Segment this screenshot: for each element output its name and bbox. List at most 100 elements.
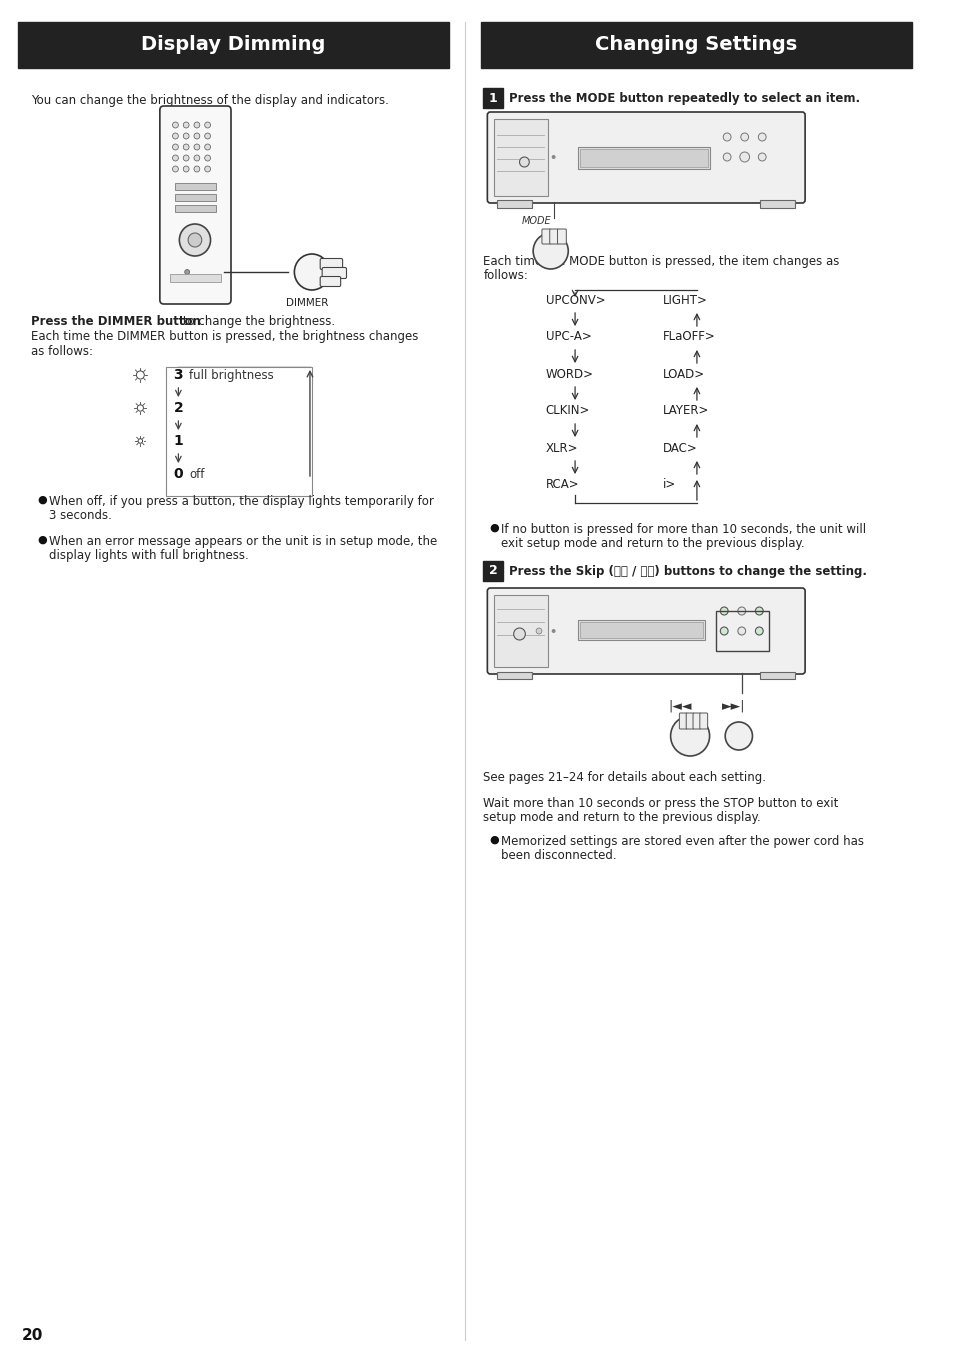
Circle shape	[205, 134, 211, 139]
FancyBboxPatch shape	[322, 267, 346, 278]
Bar	[578, 620, 704, 640]
Text: full brightness: full brightness	[189, 369, 274, 382]
Text: DAC>: DAC>	[662, 441, 697, 455]
Circle shape	[193, 122, 199, 128]
Text: follows:: follows:	[483, 269, 528, 282]
FancyBboxPatch shape	[320, 258, 342, 270]
FancyBboxPatch shape	[487, 112, 804, 202]
Circle shape	[172, 134, 178, 139]
Text: FLaOFF>: FLaOFF>	[662, 331, 715, 343]
Circle shape	[755, 626, 762, 634]
Bar	[166, 367, 312, 495]
Bar	[760, 672, 795, 679]
Text: UPC-A>: UPC-A>	[545, 331, 591, 343]
Bar	[497, 672, 532, 679]
Text: 1: 1	[488, 92, 497, 104]
Text: as follows:: as follows:	[31, 346, 93, 358]
Bar	[175, 205, 216, 212]
Text: 2: 2	[173, 401, 183, 414]
Bar	[579, 148, 707, 167]
Circle shape	[183, 134, 189, 139]
Circle shape	[183, 155, 189, 161]
Circle shape	[193, 166, 199, 171]
Bar	[17, 22, 449, 68]
Text: You can change the brightness of the display and indicators.: You can change the brightness of the dis…	[31, 95, 389, 107]
Text: WORD>: WORD>	[545, 367, 593, 381]
Text: If no button is pressed for more than 10 seconds, the unit will: If no button is pressed for more than 10…	[500, 522, 865, 536]
Circle shape	[722, 153, 730, 161]
Circle shape	[722, 134, 730, 140]
Text: ●: ●	[37, 535, 47, 545]
Bar	[175, 194, 216, 201]
Text: Display Dimming: Display Dimming	[141, 35, 325, 54]
Circle shape	[758, 153, 765, 161]
Circle shape	[172, 144, 178, 150]
FancyBboxPatch shape	[541, 230, 550, 244]
Text: Each time the MODE button is pressed, the item changes as: Each time the MODE button is pressed, th…	[483, 255, 839, 269]
Text: 2: 2	[488, 564, 497, 578]
Circle shape	[193, 144, 199, 150]
Text: Press the MODE button repeatedly to select an item.: Press the MODE button repeatedly to sele…	[508, 92, 859, 105]
Text: MODE: MODE	[521, 216, 551, 225]
FancyBboxPatch shape	[685, 713, 693, 729]
FancyBboxPatch shape	[160, 107, 231, 304]
Circle shape	[183, 122, 189, 128]
Circle shape	[519, 157, 529, 167]
Circle shape	[294, 254, 329, 290]
Text: 1: 1	[173, 433, 183, 448]
Text: Press the DIMMER button: Press the DIMMER button	[31, 315, 201, 328]
Bar	[483, 88, 502, 108]
Circle shape	[193, 155, 199, 161]
Circle shape	[720, 608, 727, 616]
Bar	[579, 622, 702, 639]
Circle shape	[551, 629, 555, 633]
Text: UPCONV>: UPCONV>	[545, 293, 605, 306]
Text: 20: 20	[21, 1328, 43, 1343]
Circle shape	[188, 234, 201, 247]
Text: 3 seconds.: 3 seconds.	[49, 509, 112, 522]
Text: Memorized settings are stored even after the power cord has: Memorized settings are stored even after…	[500, 836, 863, 848]
Text: Wait more than 10 seconds or press the STOP button to exit: Wait more than 10 seconds or press the S…	[483, 796, 838, 810]
Text: See pages 21–24 for details about each setting.: See pages 21–24 for details about each s…	[483, 771, 765, 784]
Text: ●: ●	[489, 836, 498, 845]
Circle shape	[536, 628, 541, 634]
FancyBboxPatch shape	[320, 277, 340, 286]
Circle shape	[205, 122, 211, 128]
Text: LOAD>: LOAD>	[662, 367, 704, 381]
Bar	[170, 274, 221, 282]
Circle shape	[739, 153, 749, 162]
Text: display lights with full brightness.: display lights with full brightness.	[49, 549, 248, 562]
Circle shape	[172, 155, 178, 161]
Text: i>: i>	[662, 478, 676, 491]
Circle shape	[183, 166, 189, 171]
Circle shape	[740, 134, 748, 140]
Bar	[480, 22, 911, 68]
Text: ►►|: ►►|	[721, 699, 745, 713]
Bar	[494, 595, 547, 667]
Text: Press the Skip (⏮⏮ / ⏭⏭) buttons to change the setting.: Press the Skip (⏮⏮ / ⏭⏭) buttons to chan…	[508, 566, 866, 578]
Text: setup mode and return to the previous display.: setup mode and return to the previous di…	[483, 811, 760, 824]
Text: ●: ●	[37, 495, 47, 505]
FancyBboxPatch shape	[549, 230, 558, 244]
FancyBboxPatch shape	[557, 230, 566, 244]
Circle shape	[513, 628, 525, 640]
Bar	[483, 562, 502, 580]
Circle shape	[533, 234, 568, 269]
Bar	[760, 200, 795, 208]
Text: Changing Settings: Changing Settings	[595, 35, 797, 54]
Circle shape	[205, 166, 211, 171]
Circle shape	[755, 608, 762, 616]
Circle shape	[193, 134, 199, 139]
Text: Each time the DIMMER button is pressed, the brightness changes: Each time the DIMMER button is pressed, …	[31, 329, 418, 343]
Text: CLKIN>: CLKIN>	[545, 405, 590, 417]
Circle shape	[185, 270, 190, 274]
Text: |◄◄: |◄◄	[668, 699, 691, 713]
Bar	[716, 612, 768, 651]
Text: to change the brightness.: to change the brightness.	[179, 315, 335, 328]
Text: When off, if you press a button, the display lights temporarily for: When off, if you press a button, the dis…	[49, 495, 434, 508]
FancyBboxPatch shape	[679, 713, 686, 729]
Text: LIGHT>: LIGHT>	[662, 293, 707, 306]
Bar	[175, 184, 216, 190]
Circle shape	[737, 626, 745, 634]
Circle shape	[720, 626, 727, 634]
